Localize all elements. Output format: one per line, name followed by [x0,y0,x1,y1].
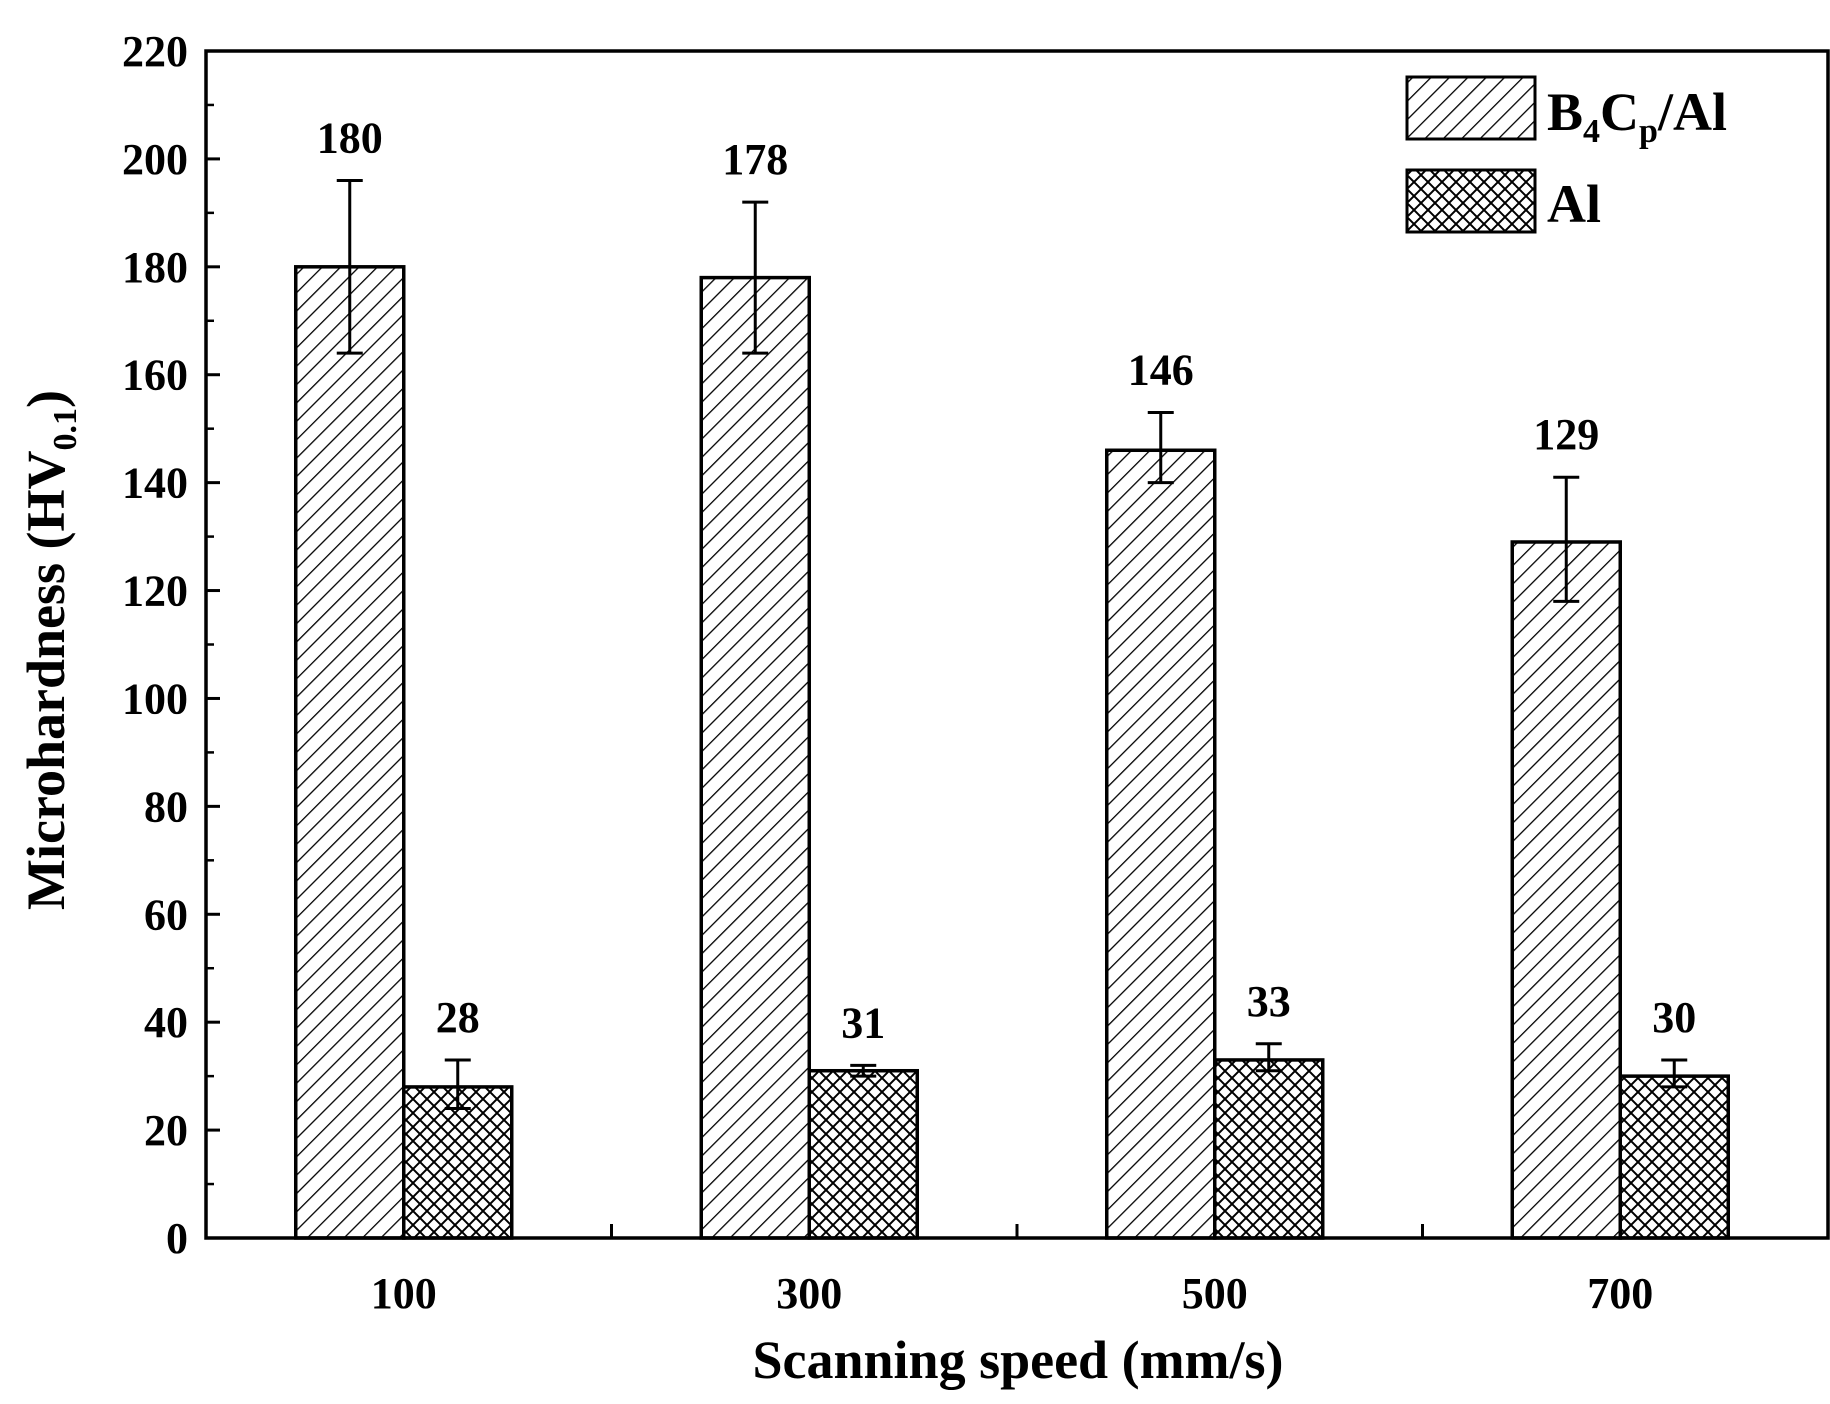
x-tick-label: 700 [1587,1269,1653,1318]
y-tick-label: 200 [122,135,188,184]
error-bars-layer [336,178,1688,1111]
y-axis-title-close: ) [16,390,76,408]
y-tick-label: 40 [144,998,188,1047]
legend: B4Cp/Al Al [1405,75,1727,234]
legend-swatch-al [1405,168,1537,234]
y-tick-label: 180 [122,243,188,292]
y-axis-title-main: Microhardness (HV [16,451,76,910]
x-tick-label: 300 [776,1269,842,1318]
labels-layer: 0 20 40 60 80 100 120 140 160 180 200 220 100 180 28 30… [122,27,1696,1318]
data-label: 146 [1128,345,1194,394]
bar-al-500 [1213,1058,1325,1240]
x-tick-label: 100 [371,1269,437,1318]
y-axis-title: Microhardness (HV0.1) [16,390,84,910]
y-tick-label: 120 [122,567,188,616]
bar-b4cp-al-300 [699,275,811,1240]
bars-layer [294,265,1730,1240]
y-tick-label: 220 [122,27,188,76]
bar-al-100 [402,1085,514,1240]
y-tick-label: 140 [122,459,188,508]
bar-al-700 [1618,1074,1730,1240]
legend-label-b4cp-al: B4Cp/Al [1547,82,1727,150]
data-label: 31 [841,998,885,1047]
data-label: 30 [1652,993,1696,1042]
data-label: 178 [722,135,788,184]
x-tick-label: 500 [1182,1269,1248,1318]
data-label: 28 [436,993,480,1042]
y-tick-label: 60 [144,890,188,939]
y-tick-label: 20 [144,1106,188,1155]
y-axis-title-sub: 0.1 [47,408,84,451]
y-tick-label: 80 [144,782,188,831]
bar-b4cp-al-100 [294,265,406,1240]
ticks-layer [206,49,1424,1240]
legend-swatch-b4cp-al [1405,75,1537,141]
data-label: 180 [317,113,383,162]
bar-al-300 [807,1068,919,1240]
bar-b4cp-al-700 [1510,540,1622,1240]
x-axis-title: Scanning speed (mm/s) [752,1330,1283,1390]
data-label: 129 [1533,410,1599,459]
data-label: 33 [1247,977,1291,1026]
y-tick-label: 160 [122,351,188,400]
y-tick-label: 0 [166,1214,188,1263]
y-tick-label: 100 [122,674,188,723]
bar-b4cp-al-500 [1105,448,1217,1240]
legend-label-al: Al [1547,174,1601,234]
